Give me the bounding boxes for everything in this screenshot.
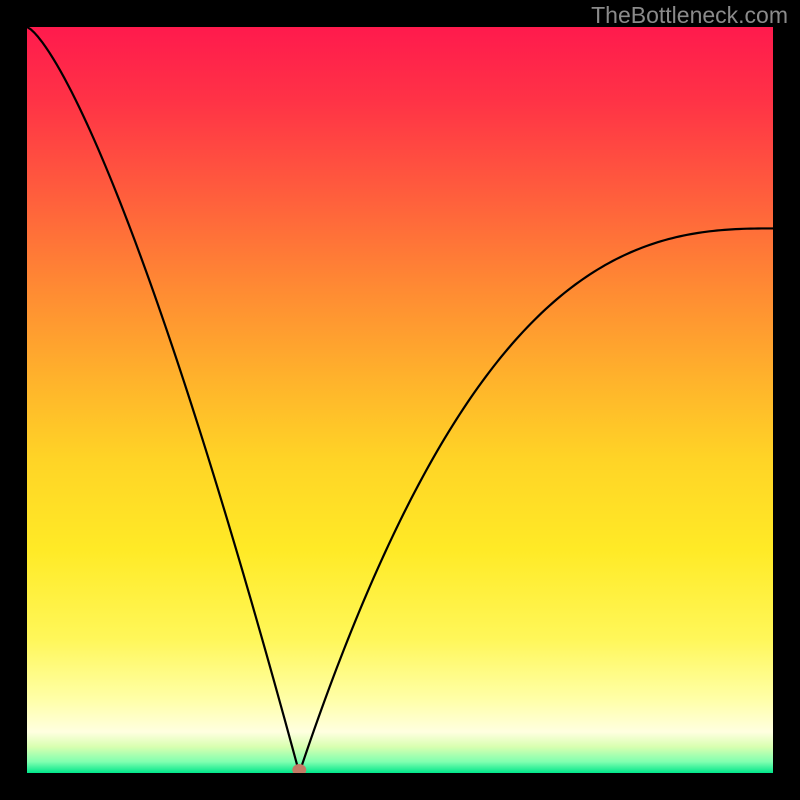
plot-area bbox=[27, 27, 773, 773]
watermark-text: TheBottleneck.com bbox=[591, 2, 788, 29]
chart-frame: TheBottleneck.com bbox=[0, 0, 800, 800]
bottleneck-chart bbox=[27, 27, 773, 773]
gradient-background bbox=[27, 27, 773, 773]
